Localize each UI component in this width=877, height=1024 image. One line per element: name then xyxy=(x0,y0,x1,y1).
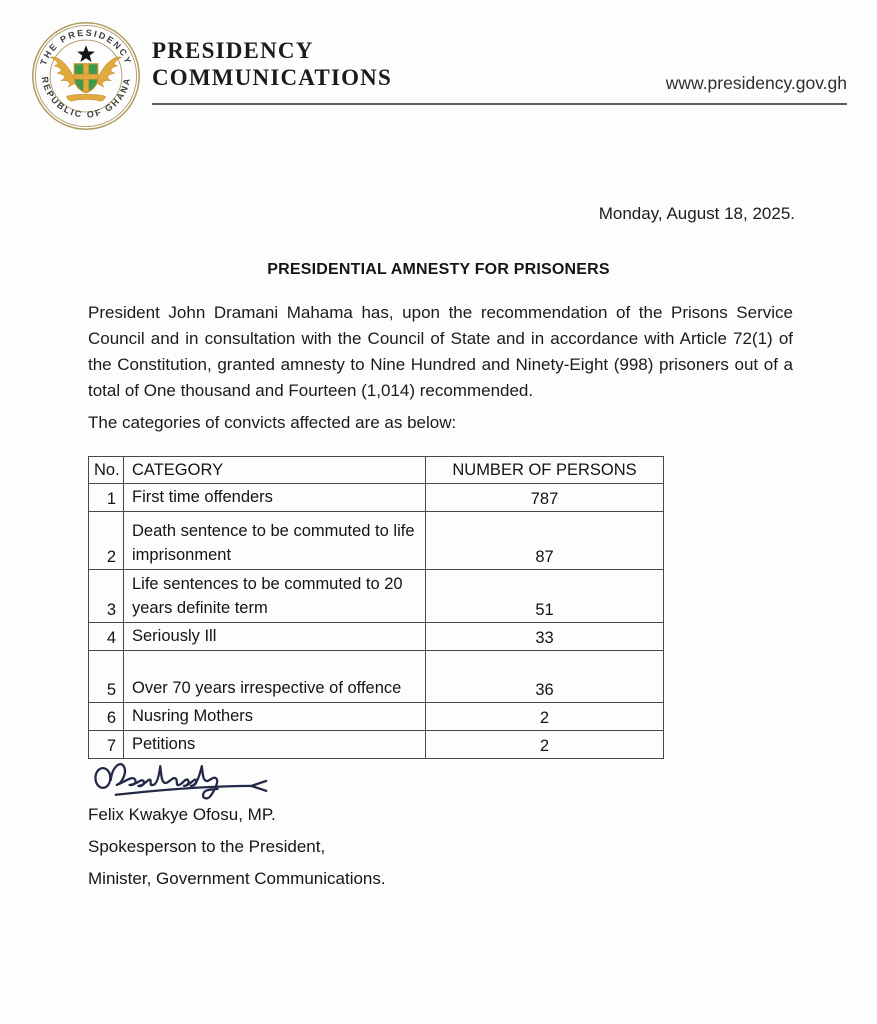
amnesty-table-body: 1 First time offenders 787 2 Death sentence … xyxy=(88,483,664,759)
persons-count-cell: 2 xyxy=(425,702,664,731)
category-cell: Nusring Mothers xyxy=(123,702,426,731)
presidency-seal-icon: THE PRESIDENCY REPUBLIC OF GHANA xyxy=(32,22,140,130)
table-header-row: No. CATEGORY NUMBER OF PERSONS xyxy=(88,456,664,484)
row-number-cell: 3 xyxy=(88,569,124,623)
table-row: 5 Over 70 years irrespective of offence 36 xyxy=(88,650,664,703)
header-divider xyxy=(152,103,847,105)
table-row: 1 First time offenders 787 xyxy=(88,483,664,512)
masthead-title: PRESIDENCY COMMUNICATIONS xyxy=(152,37,392,91)
row-number-cell: 4 xyxy=(88,622,124,651)
header-cell-category: CATEGORY xyxy=(123,456,426,484)
table-row: 3 Life sentences to be commuted to 20 yea… xyxy=(88,569,664,623)
table-row: 2 Death sentence to be commuted to life i… xyxy=(88,511,664,570)
header-cell-no: No. xyxy=(88,456,124,484)
document-title: PRESIDENTIAL AMNESTY FOR PRISONERS xyxy=(267,261,610,278)
persons-count-cell: 787 xyxy=(425,483,664,512)
category-cell: Seriously Ill xyxy=(123,622,426,651)
table-row: 7 Petitions 2 xyxy=(88,730,664,759)
row-number-cell: 7 xyxy=(88,730,124,759)
row-number-cell: 6 xyxy=(88,702,124,731)
persons-count-cell: 33 xyxy=(425,622,664,651)
website-url: www.presidency.gov.gh xyxy=(665,73,847,93)
date-line: Monday, August 18, 2025. xyxy=(598,204,795,223)
table-intro-line: The categories of convicts affected are … xyxy=(88,413,457,432)
category-cell: Life sentences to be commuted to 20 year… xyxy=(123,569,426,623)
table-row: 4 Seriously Ill 33 xyxy=(88,622,664,651)
handwritten-signature xyxy=(94,762,268,800)
row-number-cell: 1 xyxy=(88,483,124,512)
category-cell: Over 70 years irrespective of offence xyxy=(123,650,426,703)
signatory-role1: Spokesperson to the President, xyxy=(88,837,326,856)
body-paragraph: President John Dramani Mahama has, upon … xyxy=(88,303,793,400)
signatory-block: Felix Kwakye Ofosu, MP. Spokesperson to … xyxy=(88,806,386,902)
category-cell: Petitions xyxy=(123,730,426,759)
coat-of-arms-icon xyxy=(49,45,123,102)
header-cell-persons: NUMBER OF PERSONS xyxy=(425,456,664,484)
amnesty-categories-table: No. CATEGORY NUMBER OF PERSONS 1 First ti… xyxy=(88,456,664,759)
row-number-cell: 2 xyxy=(88,511,124,570)
persons-count-cell: 2 xyxy=(425,730,664,759)
masthead-line2: COMMUNICATIONS xyxy=(152,65,392,90)
signatory-role2: Minister, Government Communications. xyxy=(88,869,386,888)
signatory-name: Felix Kwakye Ofosu, MP. xyxy=(88,805,276,824)
category-cell: Death sentence to be commuted to life im… xyxy=(123,511,426,570)
persons-count-cell: 87 xyxy=(425,511,664,570)
masthead-line1: PRESIDENCY xyxy=(152,38,314,63)
persons-count-cell: 51 xyxy=(425,569,664,623)
persons-count-cell: 36 xyxy=(425,650,664,703)
row-number-cell: 5 xyxy=(88,650,124,703)
table-row: 6 Nusring Mothers 2 xyxy=(88,702,664,731)
category-cell: First time offenders xyxy=(123,483,426,512)
